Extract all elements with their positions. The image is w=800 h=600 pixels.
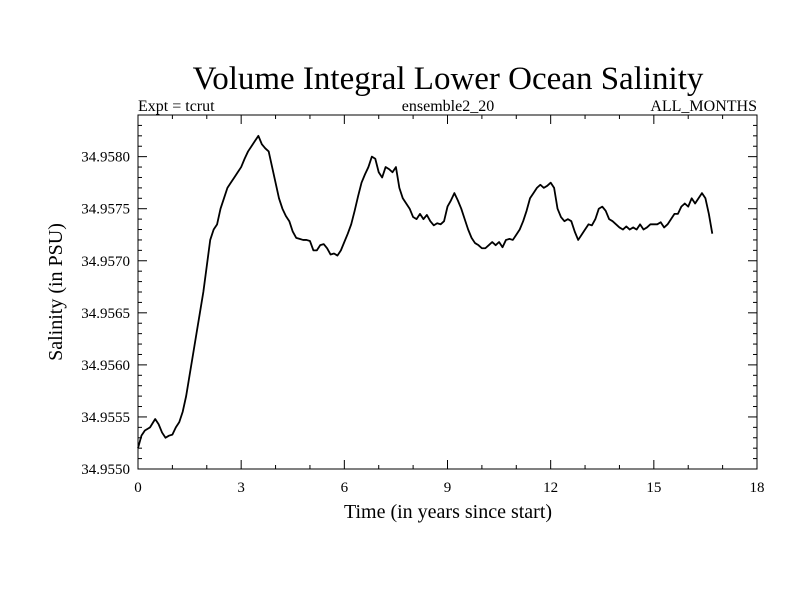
ensemble-label: ensemble2_20	[402, 98, 494, 115]
x-tick-label: 6	[341, 480, 349, 496]
x-axis: 0 3 6 9 12 15 18	[134, 115, 765, 496]
x-tick-label: 18	[750, 480, 765, 496]
plot-frame	[137, 114, 758, 470]
chart-title: Volume Integral Lower Ocean Salinity	[193, 61, 704, 97]
x-tick-label: 15	[646, 480, 661, 496]
y-tick-label: 34.9575	[81, 202, 130, 218]
salinity-series-line	[137, 134, 714, 449]
y-tick-label: 34.9550	[81, 462, 130, 478]
x-axis-label: Time (in years since start)	[344, 501, 552, 523]
experiment-label: Expt = tcrut	[138, 98, 215, 115]
x-tick-label: 3	[237, 480, 245, 496]
x-tick-label: 9	[444, 480, 452, 496]
y-tick-label: 34.9580	[81, 150, 130, 166]
y-tick-label: 34.9565	[81, 306, 130, 322]
y-tick-label: 34.9555	[81, 410, 130, 426]
months-label: ALL_MONTHS	[650, 98, 757, 115]
y-tick-label: 34.9560	[81, 358, 130, 374]
y-axis: 34.9550 34.9555 34.9560 34.9565 34.9570 34.95…	[81, 114, 757, 478]
y-axis-label: Salinity (in PSU)	[45, 223, 67, 361]
y-tick-label: 34.9570	[81, 254, 130, 270]
x-tick-label: 0	[134, 480, 142, 496]
x-tick-label: 12	[543, 480, 558, 496]
